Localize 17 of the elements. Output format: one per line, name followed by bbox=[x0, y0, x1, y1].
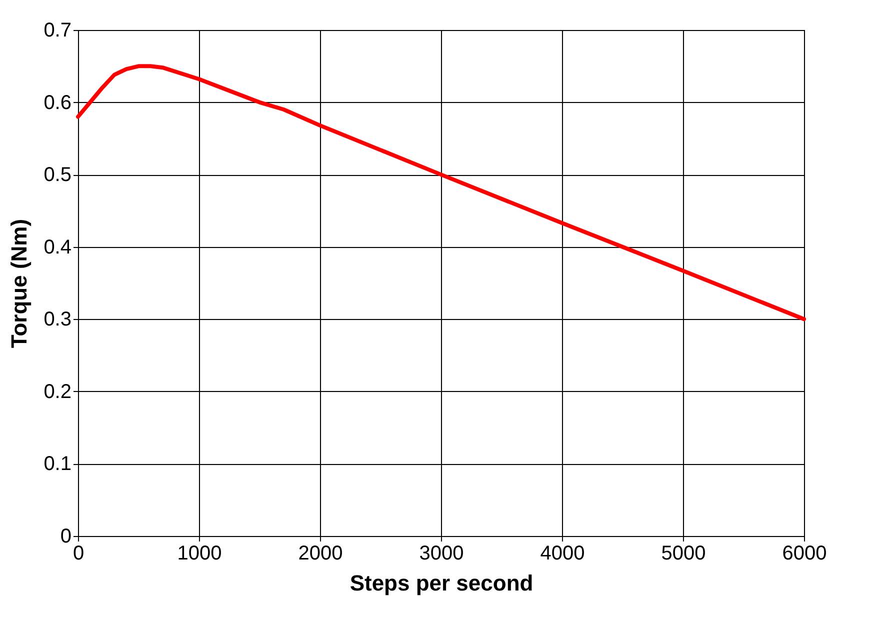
x-tick-label: 3000 bbox=[419, 542, 464, 564]
y-tick-label: 0.4 bbox=[44, 236, 72, 258]
y-axis-title: Torque (Nm) bbox=[6, 218, 32, 348]
y-tick-label: 0.5 bbox=[44, 164, 72, 186]
y-tick-label: 0 bbox=[60, 526, 72, 548]
y-tick-label: 0.3 bbox=[44, 308, 72, 331]
y-tick-label: 0.1 bbox=[44, 453, 72, 476]
x-axis-title: Steps per second bbox=[350, 570, 534, 596]
x-tick-label: 2000 bbox=[298, 542, 343, 564]
line-series bbox=[76, 64, 806, 322]
y-tick-label: 0.2 bbox=[44, 380, 72, 403]
x-tick-label: 5000 bbox=[661, 542, 706, 564]
x-tick-label: 4000 bbox=[540, 542, 585, 564]
y-tick-label: 0.7 bbox=[44, 20, 72, 42]
x-tick-label: 1000 bbox=[177, 542, 222, 564]
y-tick-label: 0.6 bbox=[44, 92, 72, 114]
x-tick-label: 6000 bbox=[782, 542, 827, 564]
